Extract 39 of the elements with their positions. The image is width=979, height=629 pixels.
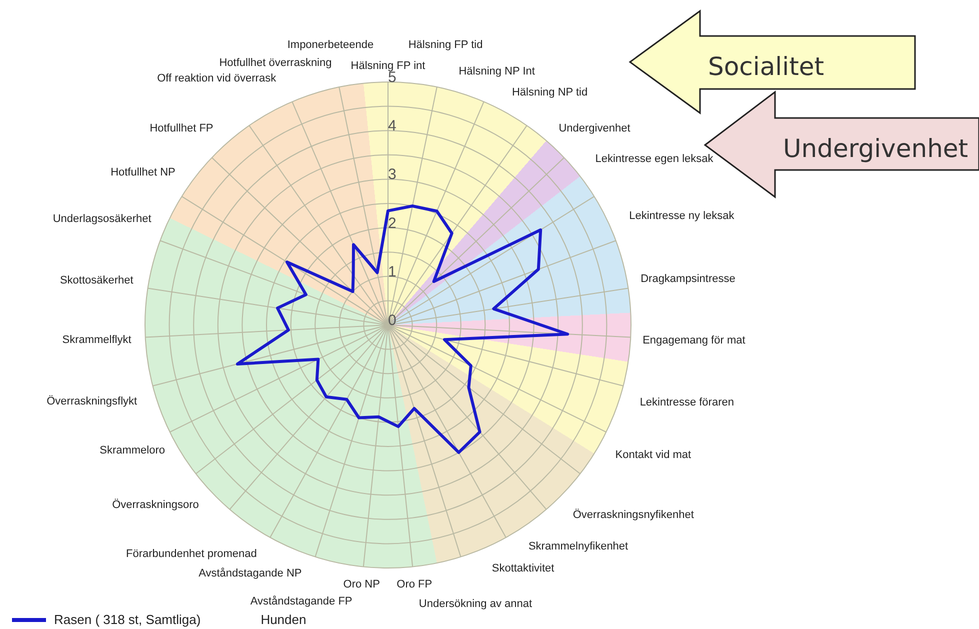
spoke-label: Överraskningsflykt bbox=[46, 394, 138, 408]
spoke-label: Skottaktivitet bbox=[492, 562, 554, 574]
spoke-label: Undergivenhet bbox=[558, 122, 630, 135]
y-tick-label: 3 bbox=[388, 166, 396, 184]
y-tick-label: 4 bbox=[388, 118, 396, 135]
spoke-label: Dragkampsintresse bbox=[640, 273, 736, 286]
spoke-label: Hälsning NP Int bbox=[458, 65, 535, 78]
spoke-label: Lekintresse föraren bbox=[640, 396, 734, 408]
spoke-label: Överraskningsoro bbox=[112, 498, 199, 511]
spoke-label: Imponerbeteende bbox=[287, 39, 374, 52]
spoke-label: Hälsning FP int bbox=[350, 60, 426, 72]
spoke-label: Hotfullhet FP bbox=[150, 122, 214, 135]
y-tick-label: 1 bbox=[388, 263, 396, 280]
spoke-label: Undersökning av annat bbox=[418, 598, 532, 610]
spoke-label: Hotfullhet NP bbox=[110, 166, 176, 178]
spoke-label: Oro NP bbox=[343, 578, 380, 590]
spoke-label: Off reaktion vid överrask bbox=[157, 72, 277, 85]
spoke-label: Skrammelnyfikenhet bbox=[528, 540, 628, 553]
spoke-label: Avståndstagande FP bbox=[250, 595, 352, 608]
legend-label: Rasen ( 318 st, Samtliga) bbox=[54, 612, 201, 627]
y-tick-label: 2 bbox=[388, 214, 396, 232]
spoke-label: Kontakt vid mat bbox=[615, 449, 692, 462]
spoke-label: Engagemang för mat bbox=[642, 334, 746, 347]
spoke-label: Skottosäkerhet bbox=[60, 274, 134, 286]
spoke-label: Lekintresse ny leksak bbox=[629, 210, 735, 222]
spoke-label: Hotfullhet överraskning bbox=[219, 56, 332, 69]
spoke-label: Lekintresse egen leksak bbox=[595, 153, 714, 166]
spoke-label: Skrammelflykt bbox=[62, 334, 132, 346]
spoke-label: Överraskningsnyfikenhet bbox=[572, 508, 694, 521]
spoke-label: Underlagsosäkerhet bbox=[52, 213, 152, 226]
spoke-label: Avståndstagande NP bbox=[198, 567, 302, 580]
spoke-label: Oro FP bbox=[396, 578, 432, 590]
text: Hunden bbox=[260, 612, 306, 627]
spoke-label: Förarbundenhet promenad bbox=[126, 548, 257, 560]
text: Socialitet bbox=[708, 52, 824, 81]
spoke-label: Hälsning FP tid bbox=[408, 39, 483, 52]
spoke-label: Skrammeloro bbox=[100, 444, 166, 456]
spoke-label: Hälsning NP tid bbox=[512, 86, 588, 99]
text: Undergivenhet bbox=[783, 134, 968, 163]
